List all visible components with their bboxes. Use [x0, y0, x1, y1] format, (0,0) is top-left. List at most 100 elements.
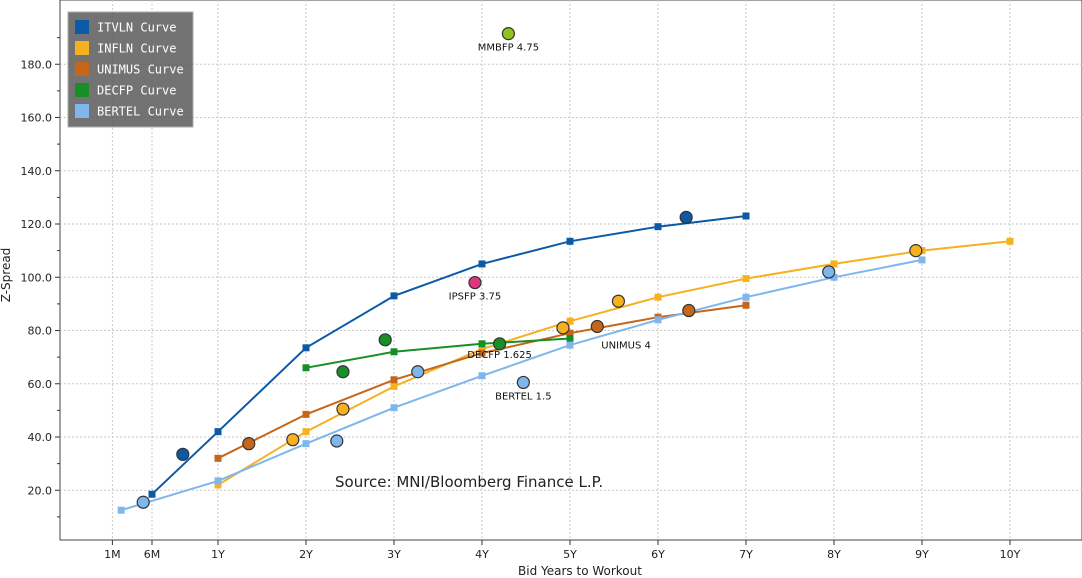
bertel-curve-bonds — [136, 265, 836, 509]
bertel-curve-point — [742, 293, 750, 301]
annotation-point — [516, 375, 530, 390]
itvln-curve-legend-swatch — [75, 20, 89, 34]
infln-curve-line — [217, 240, 1011, 486]
decfp-curve-point — [302, 364, 310, 372]
unimus-curve-bonds — [242, 303, 696, 451]
bertel-curve-point — [390, 404, 398, 412]
infln-curve-bond-point — [611, 294, 626, 308]
annotation-point — [501, 27, 515, 41]
decfp-curve-legend-swatch — [75, 83, 89, 97]
infln-curve-legend-label: INFLN Curve — [97, 42, 176, 56]
y-axis-title: Z-Spread — [0, 248, 13, 303]
unimus-curve-bond-point — [682, 303, 696, 318]
itvln-curve-point — [742, 212, 750, 220]
bertel-curve-point — [214, 477, 222, 485]
decfp-curve-bond-point — [336, 365, 350, 379]
bertel-curve-series — [117, 256, 926, 514]
x-tick-label: 3Y — [387, 548, 401, 561]
itvln-curve-point — [390, 292, 398, 300]
y-tick-label: 160.0 — [21, 112, 53, 125]
y-tick-label: 60.0 — [28, 378, 53, 391]
bertel-curve-point — [654, 316, 662, 324]
bertel-curve-bond-point — [136, 495, 150, 509]
annotation-label: UNIMUS 4 — [601, 341, 651, 352]
unimus-curve-point — [214, 454, 222, 462]
itvln-curve-line — [151, 215, 747, 495]
unimus-curve-bond-point — [242, 437, 256, 451]
infln-curve-legend-swatch — [75, 41, 89, 55]
itvln-curve-point — [566, 237, 574, 245]
itvln-curve-bonds — [176, 210, 693, 461]
itvln-curve-series — [148, 212, 750, 498]
infln-curve-bonds — [286, 244, 923, 447]
infln-curve-point — [742, 275, 750, 283]
x-tick-label: 5Y — [563, 548, 577, 561]
legend: ITVLN Curve INFLN Curve UNIMUS Curve DECFP … — [67, 11, 194, 128]
unimus-curve-legend-swatch — [75, 62, 89, 76]
infln-curve-point — [830, 260, 838, 268]
x-tick-label: 6Y — [651, 548, 665, 561]
annotation-label: DECFP 1.625 — [467, 350, 532, 361]
decfp-curve-bonds — [336, 333, 507, 379]
infln-curve-bond-point — [909, 244, 923, 258]
bertel-curve-point — [302, 440, 310, 448]
x-tick-label: 7Y — [739, 548, 753, 561]
annotation-label: IPSFP 3.75 — [449, 292, 502, 303]
y-tick-label: 80.0 — [28, 325, 53, 338]
axes: 1M 6M 1Y 2Y 3Y 4Y 5Y 6Y 7Y 8Y 9Y 10Y 20.0 40.0 60.0 80.… — [21, 37, 1021, 561]
itvln-curve-legend-label: ITVLN Curve — [97, 21, 176, 35]
itvln-curve-point — [148, 490, 156, 498]
source-text: Source: MNI/Bloomberg Finance L.P. — [335, 473, 603, 491]
decfp-curve-legend-label: DECFP Curve — [97, 84, 176, 98]
unimus-curve-point — [390, 376, 398, 384]
x-tick-label: 4Y — [475, 548, 489, 561]
bertel-curve-point — [478, 372, 486, 380]
itvln-curve-point — [478, 260, 486, 268]
y-tick-label: 40.0 — [28, 431, 53, 444]
decfp-curve-point — [390, 348, 398, 356]
infln-curve-point — [302, 428, 310, 436]
unimus-curve-point — [566, 329, 574, 337]
bertel-curve-bond-point — [330, 434, 344, 448]
y-tick-label: 100.0 — [21, 271, 53, 284]
x-tick-label: 10Y — [1000, 548, 1021, 561]
y-tick-label: 140.0 — [21, 165, 53, 178]
infln-curve-bond-point — [556, 321, 570, 335]
plot-area — [59, 0, 1082, 541]
bertel-curve-legend-label: BERTEL Curve — [97, 105, 184, 119]
itvln-curve-point — [302, 344, 310, 352]
x-tick-label: 8Y — [827, 548, 841, 561]
infln-curve-point — [1006, 237, 1014, 245]
infln-curve-point — [566, 317, 574, 325]
bertel-curve-legend-swatch — [75, 104, 89, 118]
bertel-curve-point — [830, 273, 838, 281]
y-tick-label: 120.0 — [21, 218, 53, 231]
x-tick-label: 6M — [144, 548, 161, 561]
infln-curve-bond-point — [286, 433, 300, 447]
y-tick-label: 20.0 — [28, 484, 53, 497]
itvln-curve-point — [654, 223, 662, 231]
infln-curve-bond-point — [336, 402, 350, 416]
infln-curve-point — [390, 382, 398, 390]
bertel-curve-point — [566, 341, 574, 349]
itvln-curve-bond-point — [176, 447, 190, 461]
bertel-curve-point — [918, 256, 926, 264]
infln-curve-point — [214, 481, 222, 489]
series-layer — [117, 210, 1014, 514]
annotations-layer: MMBFP 4.75 IPSFP 3.75 DECFP 1.625 UNIMUS 4 B… — [449, 27, 651, 402]
x-tick-label: 1M — [104, 548, 121, 561]
decfp-curve-bond-point — [493, 337, 507, 351]
annotation-label: BERTEL 1.5 — [495, 391, 551, 402]
y-tick-label: 180.0 — [21, 58, 53, 71]
unimus-curve-point — [742, 301, 750, 309]
unimus-curve-point — [478, 349, 486, 357]
annotation-point — [468, 275, 482, 290]
bertel-curve-line — [120, 258, 923, 512]
x-tick-label: 9Y — [915, 548, 929, 561]
x-axis-title: Bid Years to Workout — [518, 564, 642, 578]
bertel-curve-bond-point — [822, 265, 836, 279]
infln-curve-point — [478, 345, 486, 353]
decfp-curve-line — [305, 337, 571, 369]
decfp-curve-series — [302, 334, 574, 372]
